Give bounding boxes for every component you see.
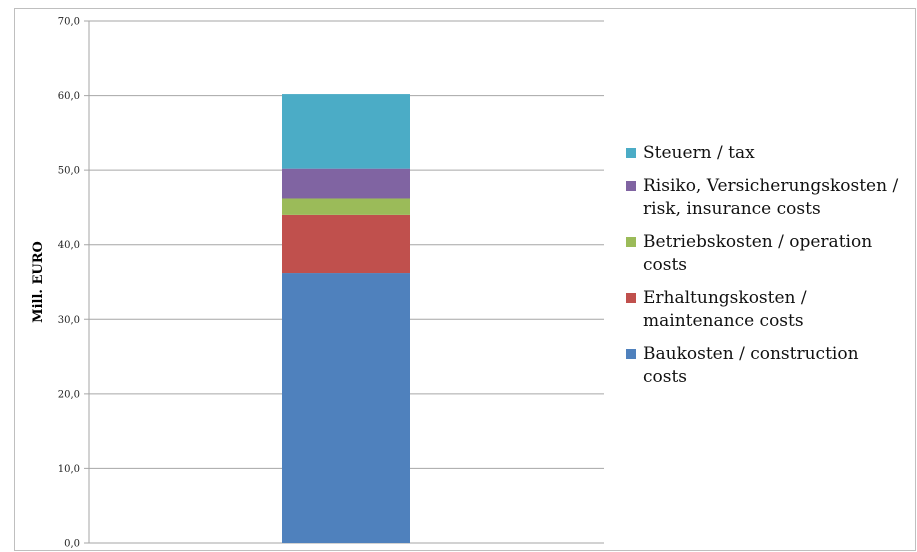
legend-item: Betriebskosten / operation costs: [626, 232, 872, 275]
y-axis-title: Mill. EURO: [31, 241, 46, 323]
y-tick-label: 50,0: [58, 166, 80, 177]
legend-swatch: [626, 237, 636, 247]
legend-label: Risiko, Versicherungskosten /: [643, 176, 898, 196]
legend-swatch: [626, 181, 636, 191]
bar-segment: [282, 94, 410, 169]
y-tick-label: 30,0: [58, 315, 80, 326]
legend-label: Steuern / tax: [643, 143, 755, 163]
bar-stack: [282, 94, 410, 543]
bar-segment: [282, 168, 410, 199]
legend-item: Risiko, Versicherungskosten / risk, insur…: [626, 176, 898, 219]
legend-item: Baukosten / construction costs: [626, 344, 859, 387]
legend-swatch: [626, 349, 636, 359]
y-tick-label: 70,0: [58, 17, 80, 28]
y-tick-label: 10,0: [58, 464, 80, 475]
legend-label: Betriebskosten / operation: [643, 232, 872, 252]
y-axis: 0,0 10,0 20,0 30,0 40,0 50,0 60,0 70,0: [58, 17, 90, 550]
legend-label: costs: [643, 367, 687, 387]
y-tick-label: 60,0: [58, 91, 80, 102]
legend-label: costs: [643, 255, 687, 275]
legend-item: Steuern / tax: [626, 143, 755, 163]
y-tick-label: 40,0: [58, 240, 80, 251]
legend-label: maintenance costs: [643, 311, 804, 331]
legend-item: Erhaltungskosten / maintenance costs: [626, 288, 807, 331]
bar-segment: [282, 198, 410, 215]
legend-label: risk, insurance costs: [643, 199, 821, 219]
bar-segment: [282, 273, 410, 543]
bar-segment: [282, 214, 410, 274]
legend-label: Baukosten / construction: [643, 344, 859, 364]
chart-frame: [14, 8, 916, 551]
legend-label: Erhaltungskosten /: [643, 288, 807, 308]
legend-swatch: [626, 148, 636, 158]
legend-swatch: [626, 293, 636, 303]
y-tick-label: 0,0: [64, 539, 80, 550]
legend: Steuern / tax Risiko, Versicherungskosten…: [626, 143, 898, 387]
y-tick-label: 20,0: [58, 389, 80, 400]
